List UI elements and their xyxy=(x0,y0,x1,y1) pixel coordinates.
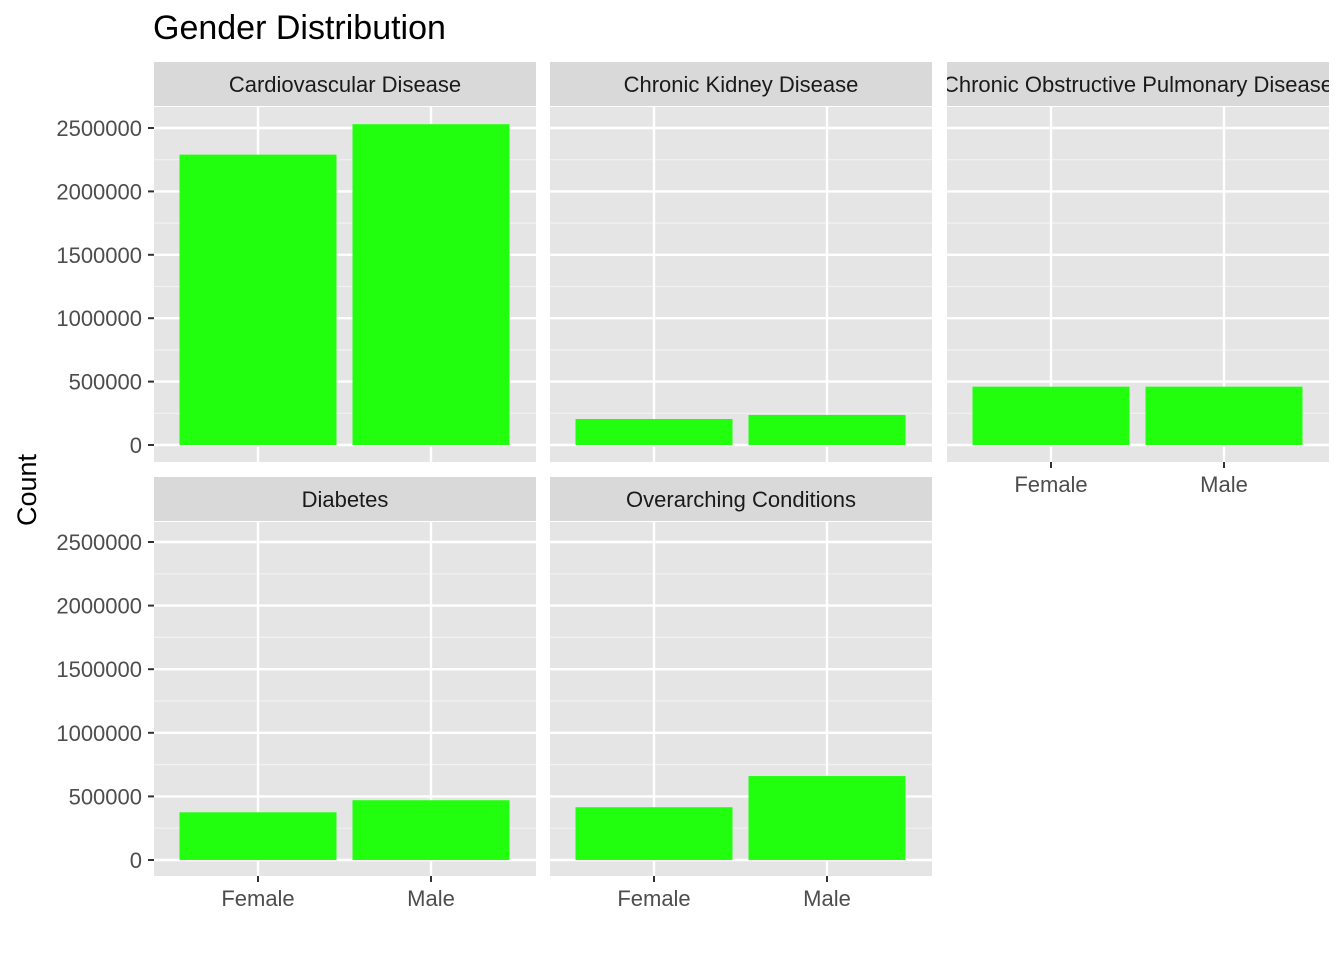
bar-chronic-kidney-disease-male xyxy=(748,414,906,445)
facet-strip xyxy=(550,62,932,106)
panel-diabetes: Diabetes Female Male 0 500000 1000000 1500000 2… xyxy=(56,477,536,911)
y-tick-label: 1500000 xyxy=(56,243,142,268)
facet-strip xyxy=(947,62,1329,106)
bar-cardiovascular-disease-male xyxy=(352,124,510,446)
panel-chronic-kidney-disease: Chronic Kidney Disease xyxy=(550,62,932,462)
x-tick-label: Male xyxy=(407,886,455,911)
panel-overarching-conditions: Overarching Conditions Female Male xyxy=(550,477,932,911)
facet-strip-label: Diabetes xyxy=(302,487,389,512)
facet-strip-label: Chronic Kidney Disease xyxy=(624,72,859,97)
x-tick-label: Female xyxy=(221,886,294,911)
y-tick-label: 2000000 xyxy=(56,179,142,204)
bar-cardiovascular-disease-female xyxy=(179,154,337,446)
bar-diabetes-male xyxy=(352,800,510,860)
y-tick-label: 500000 xyxy=(69,784,142,809)
x-tick-label: Male xyxy=(1200,472,1248,497)
panel-cardiovascular-disease: Cardiovascular Disease 0 500000 1000000 1500… xyxy=(56,62,536,462)
y-tick-label: 0 xyxy=(130,433,142,458)
facet-strip-label: Chronic Obstructive Pulmonary Disease xyxy=(943,72,1333,97)
x-tick-label: Female xyxy=(617,886,690,911)
y-tick-label: 0 xyxy=(130,848,142,873)
y-tick-label: 2000000 xyxy=(56,594,142,619)
facet-strip xyxy=(154,477,536,521)
facet-strip-label: Overarching Conditions xyxy=(626,487,856,512)
facet-strip-label: Cardiovascular Disease xyxy=(229,72,461,97)
bar-diabetes-female xyxy=(179,812,337,860)
y-tick-label: 2500000 xyxy=(56,116,142,141)
bar-chronic-obstructive-pulmonary-disease-female xyxy=(972,386,1130,445)
x-tick-label: Female xyxy=(1014,472,1087,497)
y-tick-label: 1000000 xyxy=(56,721,142,746)
bar-chronic-kidney-disease-female xyxy=(575,419,733,445)
x-tick-label: Male xyxy=(803,886,851,911)
panel-background xyxy=(550,107,932,462)
y-tick-label: 2500000 xyxy=(56,530,142,555)
panel-chronic-obstructive-pulmonary-disease: Chronic Obstructive Pulmonary Disease Fem… xyxy=(943,62,1333,497)
bar-overarching-conditions-male xyxy=(748,776,906,860)
bar-chronic-obstructive-pulmonary-disease-male xyxy=(1145,386,1303,445)
y-tick-label: 1000000 xyxy=(56,306,142,331)
facet-strip xyxy=(550,477,932,521)
chart-title: Gender Distribution xyxy=(153,9,446,47)
bar-overarching-conditions-female xyxy=(575,807,733,860)
y-axis-label: Count xyxy=(12,453,42,526)
y-tick-label: 1500000 xyxy=(56,657,142,682)
facet-panels: Cardiovascular Disease 0 500000 1000000 1500… xyxy=(56,62,1333,911)
y-tick-label: 500000 xyxy=(69,370,142,395)
facet-strip xyxy=(154,62,536,106)
